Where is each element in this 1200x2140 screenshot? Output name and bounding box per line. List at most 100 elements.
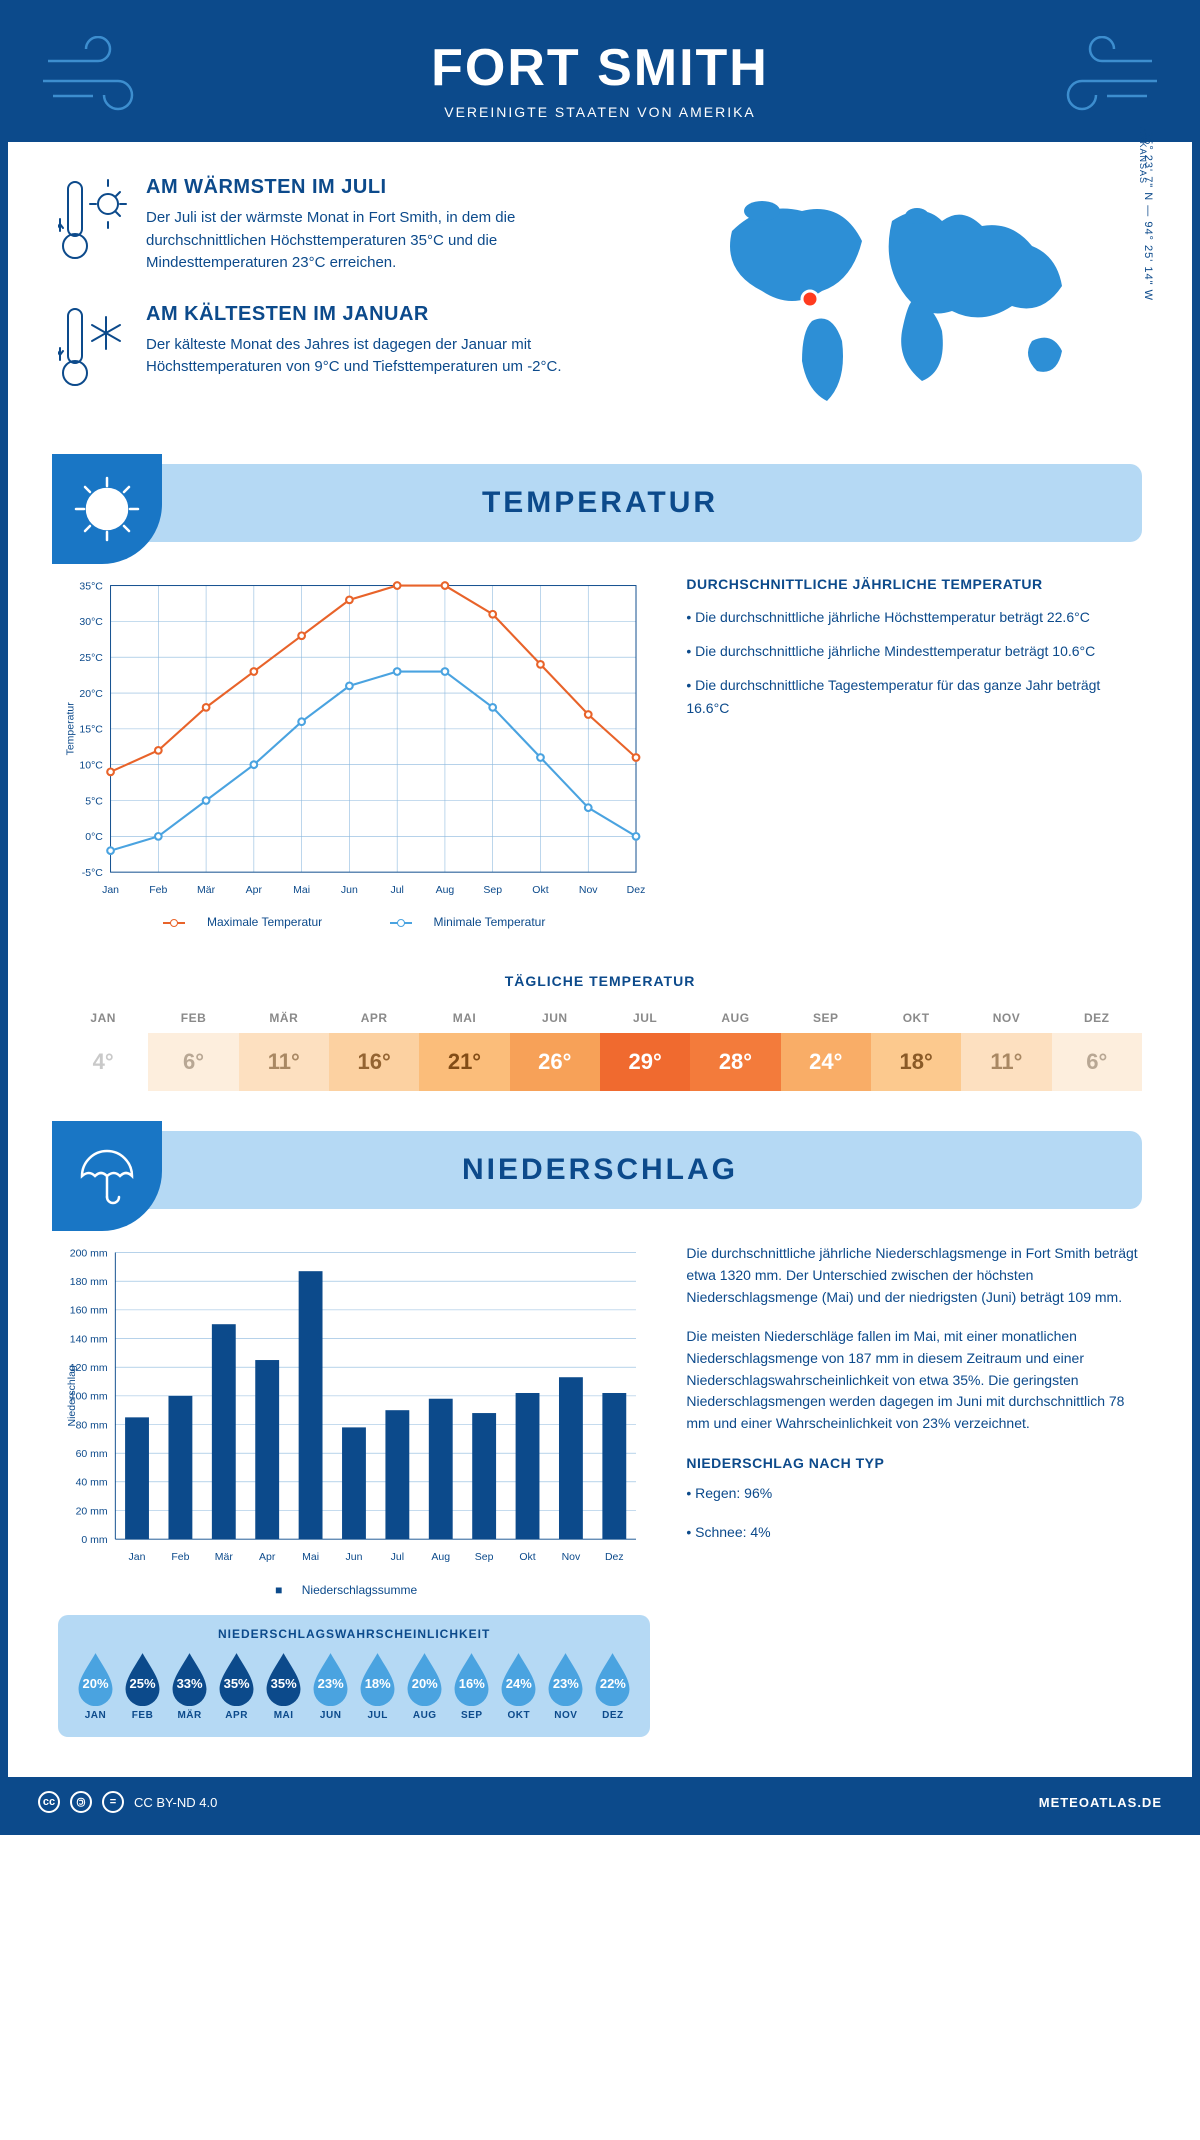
precipitation-body: 0 mm20 mm40 mm60 mm80 mm100 mm120 mm140 …	[8, 1209, 1192, 1757]
daily-temp-value: 16°	[329, 1033, 419, 1091]
raindrop-icon: 20%	[74, 1651, 117, 1706]
probability-title: NIEDERSCHLAGSWAHRSCHEINLICHKEIT	[74, 1627, 634, 1641]
precip-legend-label: Niederschlagssumme	[302, 1583, 417, 1597]
precipitation-probability-box: NIEDERSCHLAGSWAHRSCHEINLICHKEIT 20% JAN …	[58, 1615, 650, 1737]
probability-item: 23% NOV	[544, 1651, 587, 1721]
svg-text:Mai: Mai	[302, 1552, 319, 1564]
cc-icon: cc	[38, 1791, 60, 1813]
probability-value: 23%	[318, 1676, 344, 1691]
probability-item: 18% JUL	[356, 1651, 399, 1721]
probability-item: 35% APR	[215, 1651, 258, 1721]
probability-month: OKT	[497, 1710, 540, 1721]
coordinates-label: 35° 23' 7" N — 94° 25' 14" W	[1142, 131, 1154, 301]
daily-month-label: JUN	[510, 1003, 600, 1033]
probability-item: 35% MAI	[262, 1651, 305, 1721]
probability-value: 35%	[271, 1676, 297, 1691]
daily-temp-cell: AUG 28°	[690, 1003, 780, 1091]
svg-text:35°C: 35°C	[79, 580, 103, 592]
warmest-text: Der Juli ist der wärmste Monat in Fort S…	[146, 207, 633, 275]
temperature-title: TEMPERATUR	[78, 486, 1122, 520]
probability-month: MAI	[262, 1710, 305, 1721]
svg-text:140 mm: 140 mm	[70, 1334, 108, 1346]
svg-text:Temperatur: Temperatur	[64, 701, 76, 755]
svg-text:Nov: Nov	[562, 1552, 581, 1564]
daily-month-label: JAN	[58, 1003, 148, 1033]
svg-text:Mär: Mär	[215, 1552, 234, 1564]
daily-month-label: JUL	[600, 1003, 690, 1033]
svg-text:Jan: Jan	[102, 884, 119, 896]
daily-temp-cell: JUL 29°	[600, 1003, 690, 1091]
daily-temp-cell: SEP 24°	[781, 1003, 871, 1091]
probability-value: 33%	[177, 1676, 203, 1691]
daily-temp-value: 18°	[871, 1033, 961, 1091]
svg-text:20 mm: 20 mm	[76, 1506, 108, 1518]
svg-text:Apr: Apr	[259, 1552, 276, 1564]
probability-value: 20%	[83, 1676, 109, 1691]
daily-temp-value: 24°	[781, 1033, 871, 1091]
coldest-text: Der kälteste Monat des Jahres ist dagege…	[146, 334, 633, 379]
raindrop-icon: 35%	[262, 1651, 305, 1706]
svg-text:-5°C: -5°C	[82, 866, 104, 878]
svg-text:25°C: 25°C	[79, 652, 103, 664]
daily-temp-value: 26°	[510, 1033, 600, 1091]
svg-text:0 mm: 0 mm	[81, 1534, 108, 1546]
intro-text-column: AM WÄRMSTEN IM JULI Der Juli ist der wär…	[58, 176, 633, 426]
daily-temp-cell: DEZ 6°	[1052, 1003, 1142, 1091]
probability-month: APR	[215, 1710, 258, 1721]
probability-month: MÄR	[168, 1710, 211, 1721]
precipitation-banner: NIEDERSCHLAG	[58, 1131, 1142, 1209]
probability-month: NOV	[544, 1710, 587, 1721]
daily-temp-cell: MÄR 11°	[239, 1003, 329, 1091]
svg-text:Sep: Sep	[475, 1552, 494, 1564]
legend-max: Maximale Temperatur	[207, 915, 322, 929]
temperature-body: -5°C0°C5°C10°C15°C20°C25°C30°C35°CJanFeb…	[8, 542, 1192, 940]
precip-para2: Die meisten Niederschläge fallen im Mai,…	[686, 1326, 1142, 1434]
raindrop-icon: 16%	[450, 1651, 493, 1706]
raindrop-icon: 22%	[591, 1651, 634, 1706]
svg-text:Dez: Dez	[627, 884, 646, 896]
thermometer-sun-icon	[58, 176, 128, 275]
probability-item: 33% MÄR	[168, 1651, 211, 1721]
svg-text:200 mm: 200 mm	[70, 1248, 108, 1260]
page: FORT SMITH VEREINIGTE STAATEN VON AMERIK…	[0, 0, 1200, 1835]
svg-text:Mär: Mär	[197, 884, 216, 896]
probability-month: AUG	[403, 1710, 446, 1721]
coldest-title: AM KÄLTESTEN IM JANUAR	[146, 303, 633, 326]
svg-text:Aug: Aug	[436, 884, 455, 896]
svg-text:Mai: Mai	[293, 884, 310, 896]
precipitation-text-column: Die durchschnittliche jährliche Niedersc…	[686, 1243, 1142, 1737]
svg-text:Aug: Aug	[431, 1552, 450, 1564]
probability-value: 35%	[224, 1676, 250, 1691]
precipitation-bar-chart: 0 mm20 mm40 mm60 mm80 mm100 mm120 mm140 …	[58, 1243, 650, 1568]
probability-item: 23% JUN	[309, 1651, 352, 1721]
raindrop-icon: 24%	[497, 1651, 540, 1706]
legend-min: Minimale Temperatur	[434, 915, 546, 929]
svg-text:Niederschlag: Niederschlag	[66, 1365, 78, 1426]
daily-temp-value: 6°	[148, 1033, 238, 1091]
daily-temp-cell: APR 16°	[329, 1003, 419, 1091]
svg-text:Apr: Apr	[246, 884, 263, 896]
probability-month: DEZ	[591, 1710, 634, 1721]
nd-icon: =	[102, 1791, 124, 1813]
daily-temperature-title: TÄGLICHE TEMPERATUR	[8, 973, 1192, 989]
precipitation-title: NIEDERSCHLAG	[78, 1153, 1122, 1187]
svg-text:Nov: Nov	[579, 884, 598, 896]
svg-text:Sep: Sep	[483, 884, 502, 896]
warmest-block: AM WÄRMSTEN IM JULI Der Juli ist der wär…	[58, 176, 633, 275]
svg-text:Jun: Jun	[346, 1552, 363, 1564]
svg-text:Okt: Okt	[519, 1552, 535, 1564]
svg-text:15°C: 15°C	[79, 723, 103, 735]
raindrop-icon: 33%	[168, 1651, 211, 1706]
probability-item: 24% OKT	[497, 1651, 540, 1721]
daily-temp-cell: OKT 18°	[871, 1003, 961, 1091]
probability-month: FEB	[121, 1710, 164, 1721]
probability-value: 20%	[412, 1676, 438, 1691]
by-icon: 🄯	[70, 1791, 92, 1813]
svg-text:40 mm: 40 mm	[76, 1477, 108, 1489]
svg-text:30°C: 30°C	[79, 616, 103, 628]
probability-month: JAN	[74, 1710, 117, 1721]
license-text: CC BY-ND 4.0	[134, 1795, 217, 1810]
svg-text:10°C: 10°C	[79, 759, 103, 771]
precipitation-legend: ■ Niederschlagssumme	[58, 1583, 650, 1597]
precipitation-left-column: 0 mm20 mm40 mm60 mm80 mm100 mm120 mm140 …	[58, 1243, 650, 1737]
